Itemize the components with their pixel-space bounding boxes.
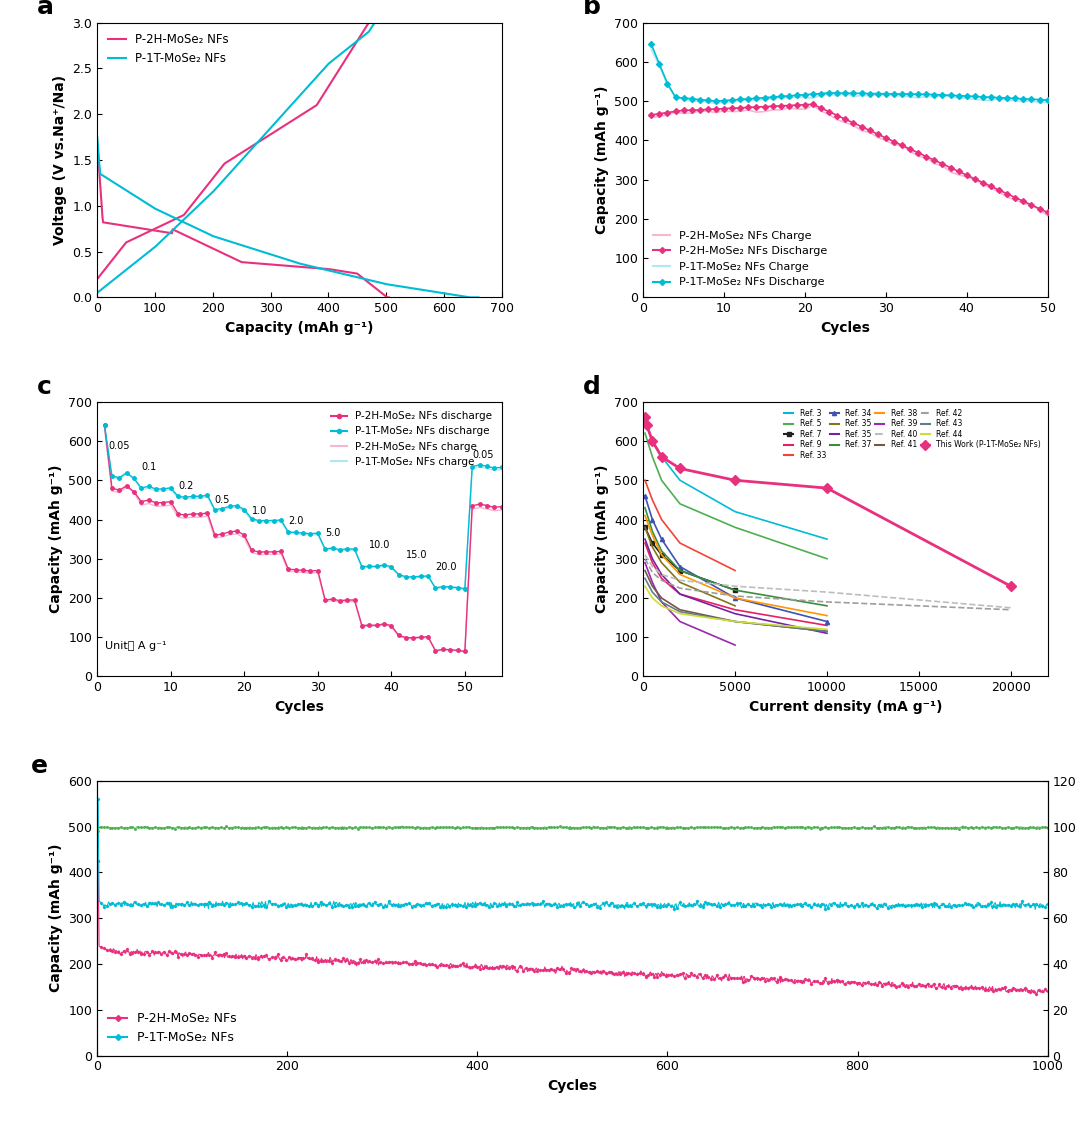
- Text: 10.0: 10.0: [369, 540, 391, 549]
- Text: 0.05: 0.05: [108, 440, 130, 451]
- Text: e: e: [30, 754, 48, 777]
- Text: 15.0: 15.0: [406, 550, 428, 560]
- Text: 0.05: 0.05: [472, 449, 494, 460]
- Y-axis label: Capacity (mAh g⁻¹): Capacity (mAh g⁻¹): [595, 465, 609, 613]
- Y-axis label: Capacity (mAh g⁻¹): Capacity (mAh g⁻¹): [49, 465, 63, 613]
- X-axis label: Cycles: Cycles: [274, 700, 324, 714]
- Legend: P-2H-MoSe₂ NFs Charge, P-2H-MoSe₂ NFs Discharge, P-1T-MoSe₂ NFs Charge, P-1T-MoS: P-2H-MoSe₂ NFs Charge, P-2H-MoSe₂ NFs Di…: [649, 226, 832, 292]
- Legend: P-2H-MoSe₂ NFs, P-1T-MoSe₂ NFs: P-2H-MoSe₂ NFs, P-1T-MoSe₂ NFs: [103, 28, 233, 70]
- Text: d: d: [582, 375, 600, 398]
- Legend: Ref. 3, Ref. 5, Ref. 7, Ref. 9, Ref. 33, Ref. 34, Ref. 35, Ref. 35, Ref. 37, Ref: Ref. 3, Ref. 5, Ref. 7, Ref. 9, Ref. 33,…: [781, 405, 1043, 463]
- Text: 0.2: 0.2: [178, 481, 193, 491]
- X-axis label: Cycles: Cycles: [548, 1079, 597, 1093]
- Text: 1.0: 1.0: [252, 505, 267, 515]
- Text: 20.0: 20.0: [435, 562, 457, 572]
- X-axis label: Cycles: Cycles: [821, 321, 870, 335]
- Y-axis label: Capacity (mAh g⁻¹): Capacity (mAh g⁻¹): [595, 86, 609, 234]
- Text: b: b: [582, 0, 600, 19]
- Text: Unit： A g⁻¹: Unit： A g⁻¹: [105, 641, 166, 651]
- Text: 5.0: 5.0: [325, 528, 340, 538]
- Text: 0.1: 0.1: [141, 462, 157, 472]
- Text: 0.5: 0.5: [215, 495, 230, 505]
- Text: a: a: [37, 0, 54, 19]
- Y-axis label: Voltage (V vs.Na⁺/Na): Voltage (V vs.Na⁺/Na): [53, 75, 67, 245]
- X-axis label: Current density (mA g⁻¹): Current density (mA g⁻¹): [748, 700, 942, 714]
- Legend: P-2H-MoSe₂ NFs discharge, P-1T-MoSe₂ NFs discharge, P-2H-MoSe₂ NFs charge, P-1T-: P-2H-MoSe₂ NFs discharge, P-1T-MoSe₂ NFs…: [327, 407, 497, 471]
- Y-axis label: Capacity (mAh g⁻¹): Capacity (mAh g⁻¹): [49, 844, 63, 992]
- Text: 2.0: 2.0: [288, 516, 303, 527]
- X-axis label: Capacity (mAh g⁻¹): Capacity (mAh g⁻¹): [225, 321, 374, 335]
- Text: c: c: [37, 375, 52, 398]
- Legend: P-2H-MoSe₂ NFs, P-1T-MoSe₂ NFs: P-2H-MoSe₂ NFs, P-1T-MoSe₂ NFs: [104, 1007, 242, 1049]
